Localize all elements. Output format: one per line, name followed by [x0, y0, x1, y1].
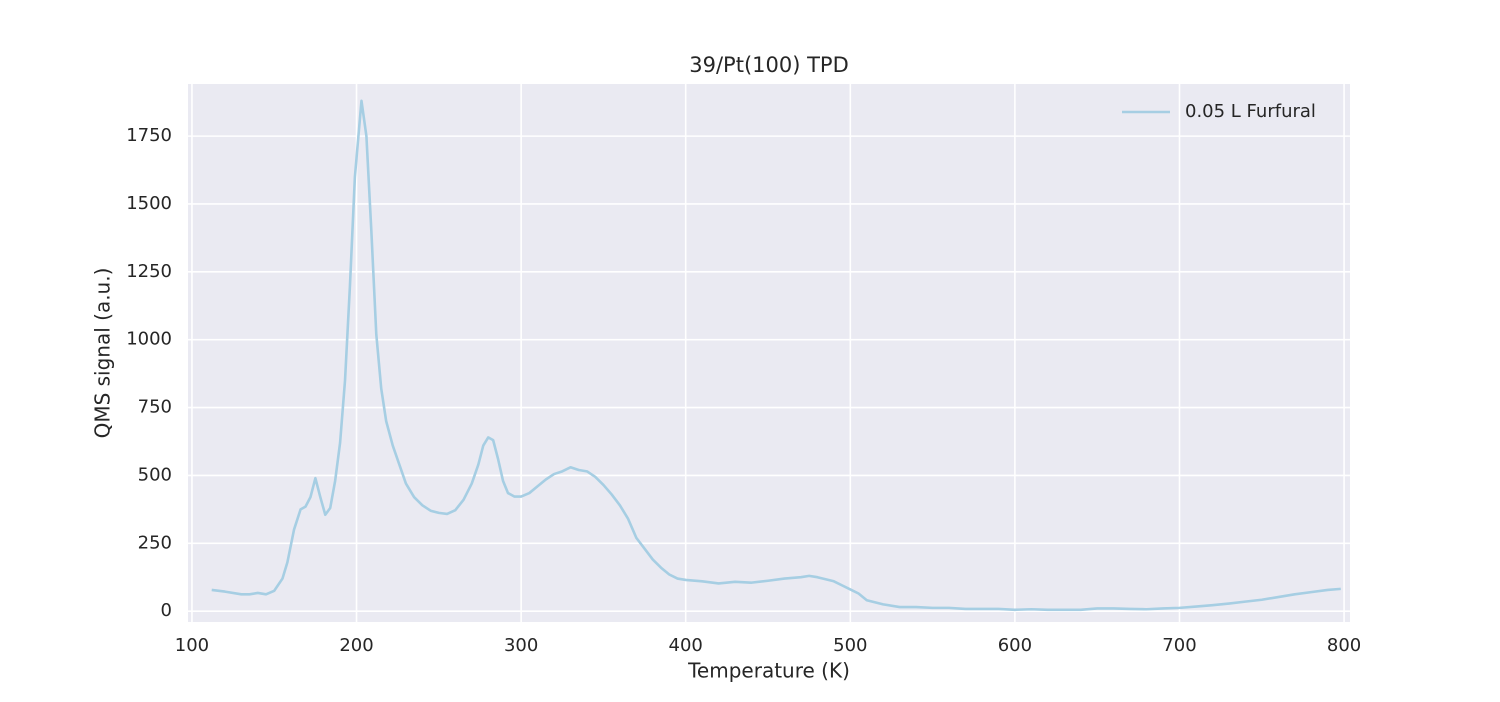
- chart-title: 39/Pt(100) TPD: [689, 53, 849, 77]
- data-line: [211, 99, 1341, 612]
- y-axis-label: QMS signal (a.u.): [91, 268, 115, 439]
- x-axis-label: Temperature (K): [687, 659, 850, 683]
- x-tick-label: 700: [1162, 635, 1196, 656]
- y-tick-label: 500: [138, 464, 172, 485]
- x-tick-label: 100: [175, 635, 209, 656]
- y-tick-label: 1750: [126, 125, 172, 146]
- legend-label: 0.05 L Furfural: [1185, 101, 1316, 122]
- y-tick-label: 1000: [126, 329, 172, 350]
- x-tick-label: 200: [339, 635, 373, 656]
- x-tick-label: 300: [504, 635, 538, 656]
- x-tick-label: 400: [669, 635, 703, 656]
- plot-area: [188, 84, 1350, 622]
- x-tick-label: 500: [833, 635, 867, 656]
- y-tick-label: 1250: [126, 261, 172, 282]
- y-tick-label: 250: [138, 532, 172, 553]
- x-tick-label: 800: [1327, 635, 1361, 656]
- y-tick-label: 1500: [126, 193, 172, 214]
- y-tick-label: 0: [161, 600, 172, 621]
- y-tick-label: 750: [138, 397, 172, 418]
- x-tick-label: 600: [998, 635, 1032, 656]
